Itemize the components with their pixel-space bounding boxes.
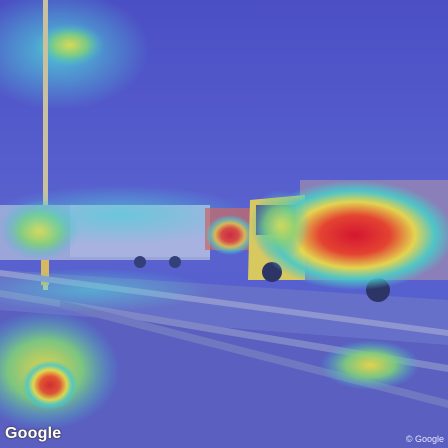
- road-surface: [0, 300, 448, 448]
- copyright-credit: © Google: [405, 434, 444, 444]
- heat-bottom-left-hot: [22, 360, 78, 410]
- left-truck-wheel: [169, 256, 181, 268]
- heat-middle: [205, 215, 255, 255]
- heat-right-cab: [250, 190, 310, 260]
- google-logo: Google: [5, 425, 62, 442]
- left-truck-wheel: [134, 256, 146, 268]
- lamp-post: [43, 0, 48, 290]
- lamp-post-base: [41, 240, 49, 285]
- heat-bottom-right: [320, 340, 420, 390]
- heat-cyan-midleft: [0, 185, 250, 245]
- heat-cyan-rail: [0, 268, 210, 312]
- heat-warm-topleft: [35, 23, 105, 67]
